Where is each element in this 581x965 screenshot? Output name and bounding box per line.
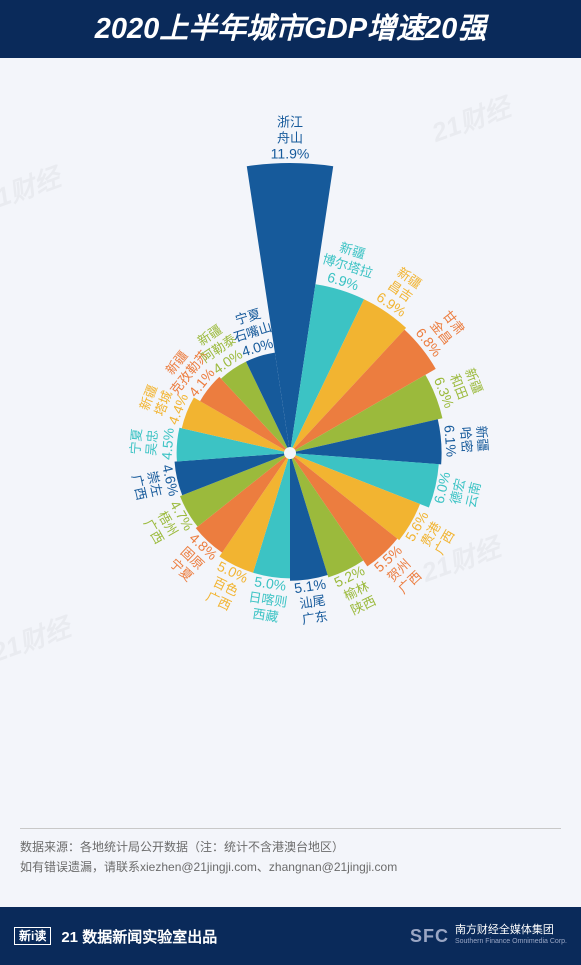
page-title: 2020上半年城市GDP增速20强 bbox=[0, 0, 581, 58]
city-吴忠: 吴忠 bbox=[143, 429, 160, 456]
province-哈密: 新疆 bbox=[474, 425, 491, 452]
sfc-logo: SFC bbox=[410, 926, 449, 947]
province-日喀则: 西藏 bbox=[252, 606, 280, 625]
correction-label: 如有错误遗漏，请联系 bbox=[20, 860, 140, 874]
province-舟山: 浙江 bbox=[277, 114, 303, 129]
credits-bar: 新i读 21 数据新闻实验室出品 SFC 南方财经全媒体集团 Southern … bbox=[0, 907, 581, 965]
footnote: 数据来源：各地统计局公开数据（注：统计不含港澳台地区） 如有错误遗漏，请联系xi… bbox=[0, 822, 581, 877]
source-label: 数据来源： bbox=[20, 840, 80, 854]
correction-contacts: xiezhen@21jingji.com、zhangnan@21jingji.c… bbox=[140, 860, 397, 874]
pct-哈密: 6.1% bbox=[441, 424, 459, 457]
province-吴忠: 宁夏 bbox=[128, 428, 145, 455]
source-text: 各地统计局公开数据（注：统计不含港澳台地区） bbox=[80, 840, 344, 854]
pct-吴忠: 4.5% bbox=[158, 427, 176, 460]
sfc-name: 南方财经全媒体集团 Southern Finance Omnimedia Cor… bbox=[455, 924, 567, 948]
pct-舟山: 11.9% bbox=[271, 146, 310, 162]
city-哈密: 哈密 bbox=[458, 426, 475, 453]
city-舟山: 舟山 bbox=[277, 130, 303, 145]
brand-icon: 新i读 bbox=[14, 927, 51, 945]
province-汕尾: 广东 bbox=[301, 608, 329, 627]
gdp-radial-chart: 浙江舟山11.9%新疆博尔塔拉6.9%新疆昌吉6.9%甘肃金昌6.8%新疆和田6… bbox=[0, 58, 581, 818]
producer-text: 21 数据新闻实验室出品 bbox=[61, 926, 217, 947]
